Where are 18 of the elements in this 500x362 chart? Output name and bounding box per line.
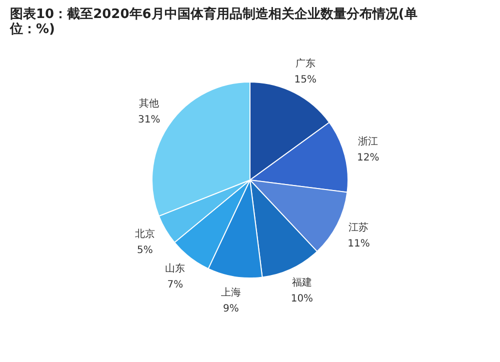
text: 图表10：截至2020年6月中国体育用品制造相关企业数量分布情况(单 <box>10 7 418 22</box>
slice-label: 浙江 <box>358 136 378 148</box>
slice-label: 北京 <box>134 228 155 240</box>
slice-label: 广东 <box>295 57 316 70</box>
slice-label: 山东 <box>165 262 186 274</box>
data-label: 5% <box>137 245 153 256</box>
data-label: 12% <box>357 152 380 164</box>
slice-label: 福建 <box>292 276 312 288</box>
data-label: 9% <box>222 304 239 314</box>
slice-label: 江苏 <box>348 221 369 234</box>
data-label: 11% <box>348 238 370 250</box>
data-label: 10% <box>290 293 314 304</box>
text: 位：%) <box>10 22 55 37</box>
slice-label: 上海 <box>220 286 241 298</box>
data-label: 7% <box>167 279 184 290</box>
data-label: 31% <box>138 114 160 126</box>
slice-label: 其他 <box>139 97 160 110</box>
data-label: 15% <box>294 74 317 86</box>
